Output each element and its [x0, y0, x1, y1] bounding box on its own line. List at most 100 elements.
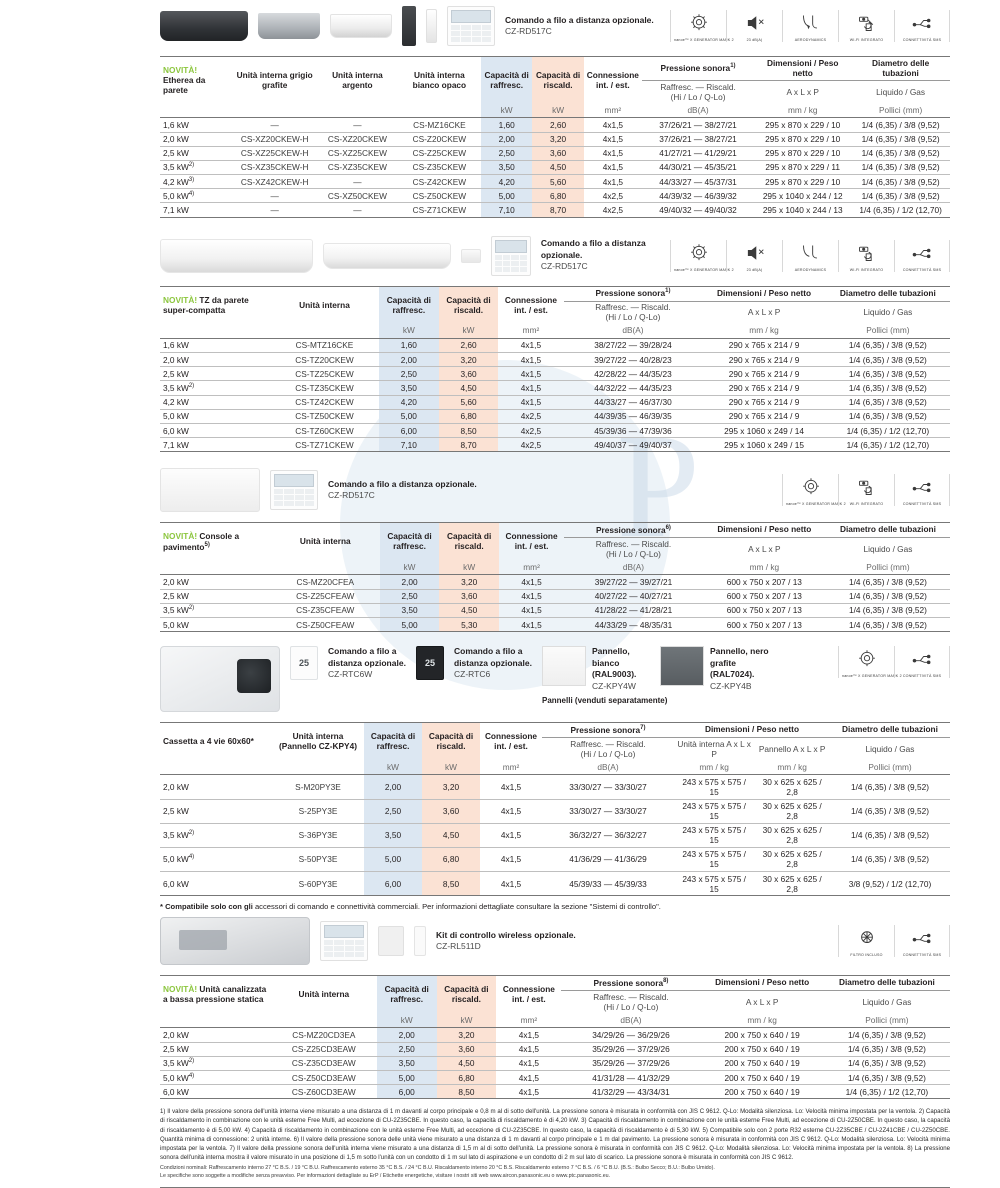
unit-mm2: mm² — [583, 104, 642, 119]
connectivity-icon — [898, 925, 946, 951]
table-row: 2,5 kW CS-XZ25CKEW-H CS-XZ25CKEW CS-Z25CKEW… — [160, 145, 950, 161]
product-image-cassette — [160, 646, 280, 713]
table-row: 5,0 kW CS-Z50CFEAW 5,00 5,30 4x1,5 44/33/29 —… — [160, 616, 950, 633]
remote-controller-image — [490, 235, 531, 276]
unit-db: dB(A) — [542, 761, 674, 776]
section-title: Etherea da parete — [163, 74, 206, 95]
etherea-table: NOVITÀ! Etherea da parete Unità interna … — [160, 56, 950, 218]
filter-icon — [842, 925, 891, 951]
cassette-table: Cassetta a 4 vie 60x60* Unità interna (P… — [160, 722, 950, 897]
accessory-title: Comando a filo a distanza opzionale. — [328, 478, 477, 489]
feature-connectivity: CONNETTIVITÀ SMS — [894, 925, 950, 958]
product-image-silver — [258, 13, 320, 39]
col-sound-sub: Raffresc. — Riscald. (Hi / Lo / Q-Lo) — [595, 302, 671, 323]
feature-wifi: WI-FI INTEGRATO — [838, 239, 894, 272]
col-dim-sub: A x L x P — [747, 307, 781, 318]
accessory-rtc6: Comando a filo a distanza opzionale. CZ-… — [454, 646, 532, 680]
unit-mm-kg: mm / kg — [702, 324, 826, 339]
sound-level-icon — [730, 240, 779, 266]
feature-icon-row-tz: nanoe™ X GENERATOR MARK 2 23 dB(A) AEROD… — [670, 239, 950, 272]
etherea-title-cell: NOVITÀ! Etherea da parete — [160, 57, 232, 105]
col-dim-sub: A x L x P — [748, 543, 781, 554]
table-row: 2,0 kW CS-XZ20CKEW-H CS-XZ20CKEW CS-Z20CKEW… — [160, 131, 950, 147]
console-product-strip: Comando a filo a distanza opzionale. CZ-… — [160, 452, 950, 522]
accessory-rd517c-tz: Comando a filo a distanza opzionale. CZ-… — [541, 238, 660, 272]
accessory-rtc6w: Comando a filo a distanza opzionale. CZ-… — [328, 646, 406, 680]
table-row: 3,5 kW2) CS-XZ35CKEW-H CS-XZ35CKEW CS-Z35CK… — [160, 159, 950, 175]
panels-sold-separately-note: Pannelli (venduti separatamente) — [542, 696, 668, 706]
feature-caption: WI-FI INTEGRATO — [849, 267, 884, 272]
feature-caption: 23 dB(A) — [746, 38, 763, 42]
unit-kw-cool: kW — [364, 761, 422, 776]
col-sound-sub: Raffresc. — Riscald. (Hi / Lo / Q-Lo) — [570, 738, 646, 759]
accessory-code: CZ-RD517C — [328, 490, 375, 501]
accessory-title: Comando a filo a distanza opzionale. — [540, 238, 646, 260]
table-row: 3,5 kW2) CS-Z35CD3EAW 3,50 4,50 4x1,5 35/29/2… — [160, 1055, 950, 1071]
feature-nanoe-x: nanoe™ X GENERATOR MARK 2 — [670, 239, 734, 272]
col-connection: Connessione int. / est. — [586, 69, 639, 90]
unit-mm-kg: mm / kg — [754, 104, 852, 119]
nanoe-x-icon — [674, 10, 723, 36]
feature-caption: WI-FI INTEGRATO — [849, 38, 884, 42]
product-image-tz-small — [461, 248, 481, 263]
table-row: 1,6 kW — — CS-MZ16CKE 1,60 2,60 4x1,5 37/26/21 … — [160, 117, 950, 133]
product-image-graphite — [160, 11, 248, 41]
table-row: 5,0 kW4) — CS-XZ50CKEW CS-Z50CKEW 5,00 6,80 4x… — [160, 188, 950, 203]
feature-wifi: WI-FI INTEGRATO — [838, 474, 894, 507]
accessory-code: CZ-RTC6W — [328, 669, 373, 680]
product-image-duct — [160, 917, 310, 966]
col-dimensions: Dimensioni / Peso netto — [702, 286, 826, 302]
table-row: 5,0 kW CS-TZ50CKEW 5,00 6,80 4x2,5 44/39/35 —… — [160, 408, 950, 424]
col-connection: Connessione int. / est. — [484, 731, 538, 752]
unit-db: dB(A) — [641, 104, 755, 119]
table-row: 2,0 kW S-M20PY3E 2,00 3,20 4x1,5 33/30/27 — 3… — [160, 774, 950, 799]
table-row: 2,0 kW CS-TZ20CKEW 2,00 3,20 4x1,5 39/27/22 —… — [160, 351, 950, 367]
duct-product-strip: Kit di controllo wireless opzionale. CZ-… — [160, 913, 950, 975]
col-pipe-diameter: Diametro delle tubazioni — [823, 975, 950, 992]
unit-mm2: mm² — [480, 761, 542, 776]
unit-mm2: mm² — [496, 1014, 562, 1029]
table-row: 2,5 kW CS-Z25CFEAW 2,50 3,60 4x1,5 40/27/22 —… — [160, 588, 950, 604]
table-row: 2,5 kW CS-TZ25CKEW 2,50 3,60 4x1,5 42/28/22 —… — [160, 366, 950, 381]
tz-rows: 1,6 kW CS-MTZ16CKE 1,60 2,60 4x1,5 38/27/22 —… — [160, 337, 950, 453]
nanoe-x-icon — [786, 474, 835, 500]
table-row: 5,0 kW4) S-50PY3E 5,00 6,80 4x1,5 41/36/29 — … — [160, 846, 950, 872]
accessory-title: Comando a filo a distanza opzionale. — [454, 646, 532, 668]
unit-inch: Pollici (mm) — [830, 761, 950, 776]
feature-nanoe-x: nanoe™ X GENERATOR MARK 2 — [782, 474, 846, 507]
feature-caption: CONNETTIVITÀ SMS — [902, 502, 942, 507]
duct-title-cell: NOVITÀ! Unità canalizzata a bassa pressi… — [160, 976, 271, 1015]
wifi-icon — [842, 474, 891, 500]
unit-kw-cool: kW — [378, 324, 439, 339]
col-sound-pressure: Pressione sonora6) — [564, 522, 703, 539]
feature-icon-row-duct: FILTRO INCLUSO CONNETTIVITÀ SMS — [838, 925, 950, 958]
accessory-code: CZ-RD517C — [540, 261, 588, 272]
col-connection: Connessione int. / est. — [504, 294, 557, 315]
footnote-main: 1) Il valore della pressione sonora dell… — [160, 1108, 950, 1162]
table-row: 3,5 kW2) CS-Z35CFEAW 3,50 4,50 4x1,5 41/28/22… — [160, 602, 950, 618]
col-pipe-sub: Liquido / Gas — [863, 543, 913, 554]
col-dimensions: Dimensioni / Peso netto — [674, 722, 830, 739]
accessory-code: CZ-KPY4W — [592, 680, 636, 691]
tz-table: NOVITÀ! TZ da parete super-compatta Unit… — [160, 286, 950, 453]
section-title: Console a pavimento — [163, 530, 240, 552]
wireless-remote-image — [414, 926, 426, 957]
col-dimensions: Dimensioni / Peso netto — [700, 975, 824, 992]
product-image-console — [160, 468, 260, 513]
accessory-rd517c-console: Comando a filo a distanza opzionale. CZ-… — [328, 479, 477, 502]
unit-db: dB(A) — [561, 1014, 701, 1029]
feature-caption: FILTRO INCLUSO — [850, 953, 883, 958]
table-row: 4,2 kW3) CS-XZ42CKEW-H — CS-Z42CKEW 4,20 5,60… — [160, 174, 950, 189]
table-row: 6,0 kW CS-Z60CD3EAW 6,00 8,50 4x1,5 41/32/29 … — [160, 1084, 950, 1100]
col-cooling-capacity: Capacità di raffresc. — [364, 722, 422, 762]
thermostat-rtc6-image: 25 — [416, 646, 444, 681]
col-indoor-unit: Unità interna — [298, 989, 350, 1000]
novita-badge: NOVITÀ! — [163, 530, 198, 541]
feature-connectivity: CONNETTIVITÀ SMS — [894, 646, 950, 679]
accessory-code: CZ-KPY4B — [710, 680, 752, 691]
col-pipe-sub: Liquido / Gas — [865, 743, 915, 754]
feature-nanoe-x: nanoe™ X GENERATOR MARK 2 — [670, 10, 734, 42]
feature-caption: nanoe™ X GENERATOR MARK 2 — [786, 502, 846, 507]
feature-filter: FILTRO INCLUSO — [838, 925, 894, 958]
col-cooling-capacity: Capacità di raffresc. — [480, 56, 533, 105]
